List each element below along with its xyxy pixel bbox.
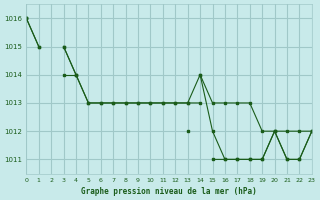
X-axis label: Graphe pression niveau de la mer (hPa): Graphe pression niveau de la mer (hPa) [81,187,257,196]
